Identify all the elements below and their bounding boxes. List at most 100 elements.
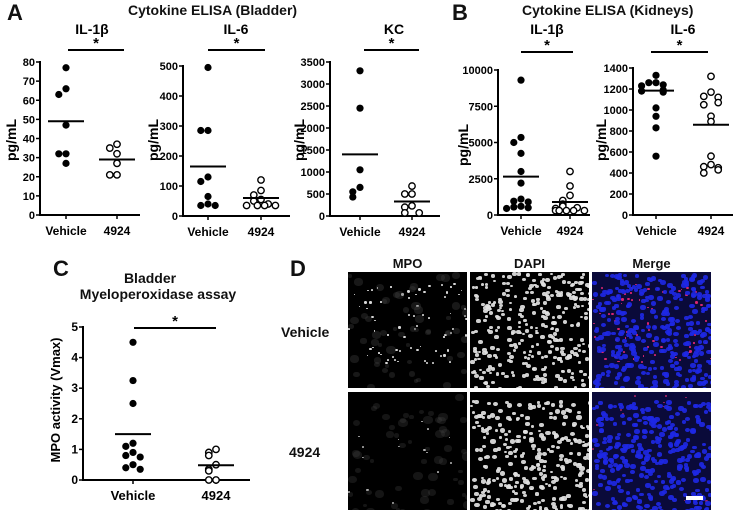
y-axis-label: pg/mL [455, 124, 471, 166]
data-point-open [257, 176, 265, 184]
data-point-open [260, 201, 269, 210]
data-point-filled [524, 198, 532, 206]
data-point-open [204, 466, 213, 475]
data-point-filled [136, 453, 144, 461]
data-point-open [415, 209, 424, 217]
chart-title: IL-1β [530, 21, 564, 37]
y-tick-label: 70 [23, 76, 35, 88]
y-axis-label: pg/mL [291, 119, 307, 161]
chart-A1: 0 10 20 30 40 50 60 70 80 Vehicle 4924 pg/mL IL-1β* [3, 21, 140, 238]
x-tick-label: 4924 [399, 225, 426, 239]
y-tick-label: 600 [610, 147, 628, 159]
data-point-filled [129, 439, 137, 447]
micrograph-mpo-vehicle [348, 272, 467, 388]
column-label-mpo: MPO [392, 256, 423, 271]
x-tick-label: 4924 [698, 224, 725, 238]
significance-star: * [677, 37, 683, 54]
data-point-filled [204, 200, 212, 208]
data-point-filled [659, 81, 667, 89]
y-tick-label: 5 [71, 320, 78, 334]
chart-B1: 0 2500 5000 7500 10000 Vehicle 4924 pg/mL IL-1β* [455, 21, 590, 238]
data-point-open [253, 201, 262, 210]
data-point-filled [349, 188, 357, 196]
data-point-filled [122, 442, 130, 450]
x-tick-label: 4924 [557, 224, 584, 238]
y-axis-label: pg/mL [593, 119, 609, 161]
y-axis-label: pg/mL [3, 119, 19, 161]
y-tick-label: 200 [160, 151, 178, 163]
x-tick-label: Vehicle [187, 225, 229, 239]
y-tick-label: 100 [160, 181, 178, 193]
micrograph-merge-4924 [592, 392, 711, 510]
data-point-filled [517, 149, 525, 157]
data-point-filled [204, 126, 212, 135]
y-tick-label: 0 [622, 210, 628, 222]
panel-a-title: Cytokine ELISA (Bladder) [128, 2, 298, 18]
panel-letter-a: A [7, 0, 23, 25]
data-point-open [699, 92, 708, 101]
chart-title: IL-1β [75, 21, 109, 37]
data-point-open [408, 201, 416, 210]
data-point-filled [652, 124, 660, 132]
data-point-open [699, 100, 708, 109]
data-point-open [212, 476, 220, 484]
data-point-filled [652, 79, 660, 87]
data-point-filled [122, 451, 130, 460]
y-tick-label: 300 [160, 121, 178, 133]
y-tick-label: 3500 [301, 57, 325, 69]
data-point-filled [503, 204, 511, 213]
x-tick-label: 4924 [248, 225, 275, 239]
y-tick-label: 1000 [604, 105, 628, 117]
data-point-filled [129, 338, 137, 346]
data-point-open [707, 88, 715, 97]
data-point-open [113, 149, 121, 158]
data-point-filled [204, 173, 212, 181]
data-point-filled [517, 167, 525, 176]
significance-star: * [234, 35, 240, 52]
significance-star: * [544, 37, 550, 54]
data-point-open [562, 206, 571, 215]
panel-letter-b: B [452, 0, 468, 25]
scale-bar [686, 496, 703, 500]
data-point-filled [349, 193, 357, 201]
data-point-open [707, 152, 715, 161]
significance-star: * [389, 35, 395, 52]
y-tick-label: 10000 [462, 65, 493, 77]
y-tick-label: 2000 [301, 123, 325, 135]
data-point-filled [356, 67, 364, 75]
data-point-open [714, 165, 723, 174]
x-tick-label: Vehicle [500, 224, 542, 238]
data-point-open [242, 201, 251, 210]
data-point-filled [197, 177, 205, 186]
data-point-filled [204, 63, 212, 72]
data-point-open [699, 169, 708, 177]
data-point-filled [356, 183, 364, 191]
y-tick-label: 80 [23, 57, 35, 69]
y-tick-label: 0 [71, 473, 78, 487]
data-point-filled [652, 112, 660, 120]
data-point-open [699, 162, 708, 171]
y-tick-label: 800 [610, 126, 628, 138]
y-tick-label: 400 [160, 91, 178, 103]
panel-b-title: Cytokine ELISA (Kidneys) [522, 2, 694, 18]
y-tick-label: 500 [307, 189, 325, 201]
column-label-merge: Merge [632, 256, 671, 271]
y-tick-label: 2500 [301, 101, 325, 113]
data-point-open [271, 201, 280, 210]
data-point-filled [524, 204, 532, 212]
y-tick-label: 20 [23, 172, 35, 184]
y-tick-label: 30 [23, 153, 35, 165]
panel-c-title-line1: Bladder [123, 270, 177, 286]
y-tick-label: 3 [71, 381, 78, 395]
panel-c-title-line2: Myeloperoxidase assay [79, 286, 237, 302]
column-label-dapi: DAPI [513, 256, 546, 271]
data-point-filled [510, 197, 518, 205]
data-point-open [707, 160, 715, 169]
micrograph-mpo-4924 [348, 392, 467, 510]
data-point-filled [62, 150, 70, 158]
chart-B2: 0 200 400 600 800 1000 1200 1400 Vehicle 4924 pg/m… [593, 21, 733, 238]
chart-title: KC [384, 21, 404, 37]
data-point-open [204, 451, 213, 460]
y-axis-label: pg/mL [145, 119, 161, 161]
data-point-filled [645, 79, 653, 87]
